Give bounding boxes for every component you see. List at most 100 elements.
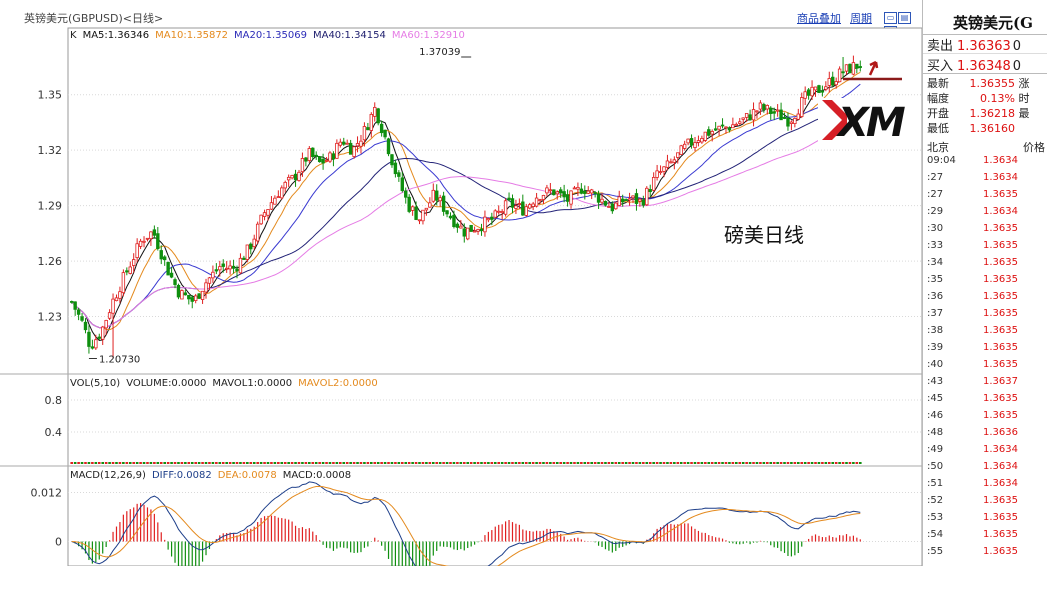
candle-body — [755, 110, 759, 113]
candle-body — [455, 223, 460, 228]
tick-row: :27 1.3635 — [927, 189, 1047, 200]
candle-body — [676, 152, 680, 158]
indicator-item: MA5:1.36346 — [83, 30, 150, 41]
candle-body — [262, 212, 267, 217]
layout-2-icon[interactable]: ▤ — [898, 12, 911, 24]
price-annotation: 1.20730 — [99, 355, 140, 366]
candle-body — [421, 209, 425, 222]
candle-body — [207, 277, 212, 284]
tick-price: 1.3634 — [983, 206, 1018, 217]
indicator-legend: MACD(12,26,9) DIFF:0.0082 DEA:0.0078 MACD:0… — [70, 470, 351, 481]
tick-price: 1.3635 — [983, 291, 1018, 302]
candle-body — [479, 228, 484, 232]
period-link[interactable]: 周期 — [850, 12, 872, 25]
tick-price: 1.3635 — [983, 410, 1018, 421]
candle-body — [114, 297, 119, 302]
candle-body — [827, 78, 831, 86]
candle-body — [610, 203, 615, 212]
candle-body — [624, 199, 628, 201]
candle-body — [297, 171, 301, 181]
candle-body — [276, 196, 281, 199]
candle-body — [428, 202, 432, 208]
candle-body — [390, 154, 394, 166]
sell-quote[interactable]: 卖出 1.36363 0 — [927, 39, 1022, 54]
candle-body — [555, 191, 559, 195]
candle-body — [820, 90, 825, 93]
indicator-item: DEA:0.0078 — [218, 470, 277, 481]
candle-body — [472, 230, 477, 233]
macd-tick-label: 0.012 — [31, 487, 63, 500]
candle-body — [331, 153, 336, 160]
stat-value: 1.36218 — [969, 107, 1016, 120]
candle-body — [393, 162, 398, 175]
tick-price: 1.3635 — [983, 189, 1018, 200]
candle-body — [603, 200, 608, 206]
candle-body — [369, 113, 374, 131]
candle-body — [70, 301, 74, 303]
candle-body — [741, 117, 745, 120]
tick-time: :35 — [927, 274, 944, 285]
chart-title: 磅美日线 — [724, 223, 804, 247]
candle-body — [662, 166, 666, 172]
candle-body — [224, 267, 229, 270]
stat-label: 最新 — [927, 77, 949, 90]
candle-body — [607, 206, 611, 208]
candle-body — [765, 105, 770, 110]
candle-body — [507, 197, 511, 201]
tick-row: :30 1.3635 — [927, 223, 1047, 234]
candle-body — [345, 142, 349, 145]
candle-body — [125, 270, 129, 273]
tick-price: 1.3635 — [983, 393, 1018, 404]
candle-body — [255, 223, 260, 242]
candle-body — [280, 187, 284, 199]
candle-body — [87, 331, 91, 347]
candle-body — [328, 152, 332, 162]
candle-body — [238, 257, 243, 274]
overlay-symbol-link[interactable]: 商品叠加 — [797, 12, 841, 25]
candle-body — [417, 219, 422, 222]
candle-body — [366, 127, 370, 131]
candle-body — [359, 140, 363, 147]
candle-body — [627, 198, 632, 201]
buy-quote[interactable]: 买入 1.36348 0 — [927, 59, 1022, 74]
tick-time: :51 — [927, 478, 944, 489]
tick-row: :51 1.3634 — [927, 478, 1047, 489]
candle-body — [438, 197, 442, 202]
stat-value: 1.36355 — [969, 77, 1016, 90]
tick-row: :37 1.3635 — [927, 308, 1047, 319]
candle-body — [73, 301, 77, 310]
candle-body — [448, 215, 453, 219]
candle-body — [83, 321, 88, 331]
stat-row: 开盘 1.36218 最 — [927, 105, 1030, 121]
indicator-prefix: K — [70, 30, 77, 41]
candle-body — [97, 336, 101, 339]
tick-row: :48 1.3636 — [927, 427, 1047, 438]
xm-logo-icon: XM — [818, 98, 912, 146]
candle-body — [235, 268, 239, 272]
candle-body — [142, 240, 146, 243]
quote-title: 英镑美元(G — [953, 14, 1033, 32]
chart-area[interactable]: 1.23 1.26 1.29 1.32 1.35 0.4 0.8 0 0.012 K MA5:1.… — [0, 0, 922, 566]
tick-time: :34 — [927, 257, 944, 268]
candle-body — [703, 131, 708, 141]
indicator-legend: VOL(5,10) VOLUME:0.0000 MAVOL1:0.0000 MAVOL… — [70, 378, 378, 389]
candle-body — [751, 109, 756, 121]
stat-label: 最低 — [927, 122, 949, 135]
candle-body — [800, 97, 804, 117]
candle-body — [734, 123, 739, 126]
candle-body — [758, 102, 763, 110]
candle-body — [145, 237, 150, 240]
candle-body — [173, 279, 177, 285]
price-tick-label: 1.26 — [38, 255, 63, 268]
tick-row: :50 1.3634 — [927, 461, 1047, 472]
candle-body — [128, 266, 132, 274]
tick-row: :55 1.3635 — [927, 546, 1047, 557]
candle-body — [252, 238, 256, 248]
candle-body — [424, 207, 429, 211]
tick-time: :33 — [927, 240, 944, 251]
candle-body — [269, 202, 274, 210]
candle-body — [634, 193, 639, 204]
candle-body — [531, 203, 535, 207]
candle-body — [655, 170, 659, 178]
tick-time: :49 — [927, 444, 944, 455]
